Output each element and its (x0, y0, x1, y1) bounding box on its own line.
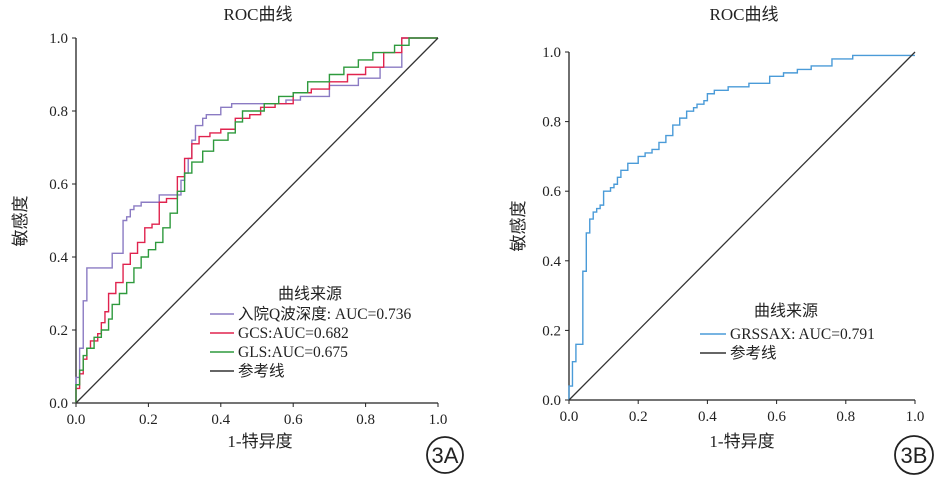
legend-entry: 参考线 (238, 362, 285, 380)
chart-title: ROC曲线 (710, 5, 779, 24)
panel-badge-3a: 3A (426, 436, 464, 474)
chart-title: ROC曲线 (224, 5, 293, 24)
legend-entry: 参考线 (730, 344, 777, 362)
y-tick-label: 1.0 (49, 31, 68, 47)
x-tick-label: 0.8 (836, 409, 855, 425)
panel-badge-3b: 3B (894, 435, 934, 475)
y-tick-label: 0.6 (49, 177, 68, 193)
x-tick-label: 1.0 (429, 412, 448, 428)
y-tick-label: 0.2 (542, 323, 561, 339)
y-tick-label: 0.0 (49, 396, 68, 412)
y-tick-label: 0.0 (542, 393, 561, 409)
y-tick-label: 0.8 (542, 115, 561, 131)
plot-area: 0.0 0.2 0.4 0.6 0.8 1.0 0.0 0.2 0.4 0.6 0.8 1.0 (49, 31, 447, 428)
legend-entry: GCS:AUC=0.682 (238, 325, 349, 342)
y-tick-label: 0.8 (49, 104, 68, 120)
x-tick-label: 0.0 (560, 409, 579, 425)
badge-label: 3A (432, 443, 459, 468)
series-line-2 (568, 51, 916, 401)
y-tick-label: 0.6 (542, 184, 561, 200)
plot-area: 0.0 0.2 0.4 0.6 0.8 1.0 0.0 0.2 0.4 0.6 0.8 1.0 (542, 45, 924, 425)
badge-label: 3B (901, 443, 928, 468)
y-tick-label: 0.4 (49, 250, 68, 266)
y-axis-title: 敏感度 (11, 196, 30, 247)
x-tick-label: 0.0 (67, 412, 86, 428)
x-tick-label: 0.6 (284, 412, 303, 428)
series-line-3 (75, 37, 438, 403)
x-tick-label: 0.4 (698, 409, 717, 425)
legend-title: 曲线来源 (278, 285, 342, 303)
panel-3a: ROC曲线 0.0 0.2 0.4 0.6 0.8 1.0 0.0 0.2 0.4 0.6 0.8 1… (11, 5, 464, 474)
legend-entry: GLS:AUC=0.675 (238, 344, 348, 361)
x-tick-label: 0.4 (211, 412, 230, 428)
x-tick-label: 1.0 (906, 409, 925, 425)
y-axis-title: 敏感度 (509, 201, 528, 252)
legend-entry: GRSSAX: AUC=0.791 (730, 326, 875, 343)
x-tick-label: 0.2 (139, 412, 158, 428)
x-tick-label: 0.2 (629, 409, 648, 425)
legend-entry: 入院Q波深度: AUC=0.736 (238, 304, 411, 323)
x-axis-title: 1-特异度 (709, 432, 774, 451)
x-tick-label: 0.6 (767, 409, 786, 425)
y-tick-label: 0.4 (542, 254, 561, 270)
panel-3b: ROC曲线 0.0 0.2 0.4 0.6 0.8 1.0 0.0 0.2 0.4 0.6 0.8 1… (509, 5, 934, 475)
series-line-1 (568, 54, 915, 400)
x-axis-title: 1-特异度 (227, 432, 292, 451)
x-tick-label: 0.8 (356, 412, 375, 428)
series-line-4 (75, 37, 439, 404)
legend-title: 曲线来源 (754, 302, 818, 320)
y-tick-label: 1.0 (542, 45, 561, 61)
y-tick-label: 0.2 (49, 323, 68, 339)
